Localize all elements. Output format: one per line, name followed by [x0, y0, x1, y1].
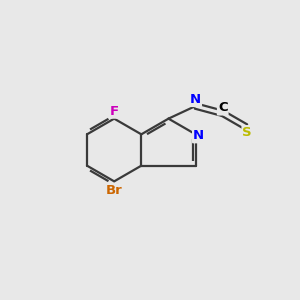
Text: N: N	[193, 129, 204, 142]
Text: Br: Br	[106, 184, 122, 197]
Text: C: C	[218, 101, 227, 115]
Text: F: F	[110, 105, 119, 118]
Text: N: N	[190, 93, 201, 106]
Text: S: S	[242, 126, 252, 139]
